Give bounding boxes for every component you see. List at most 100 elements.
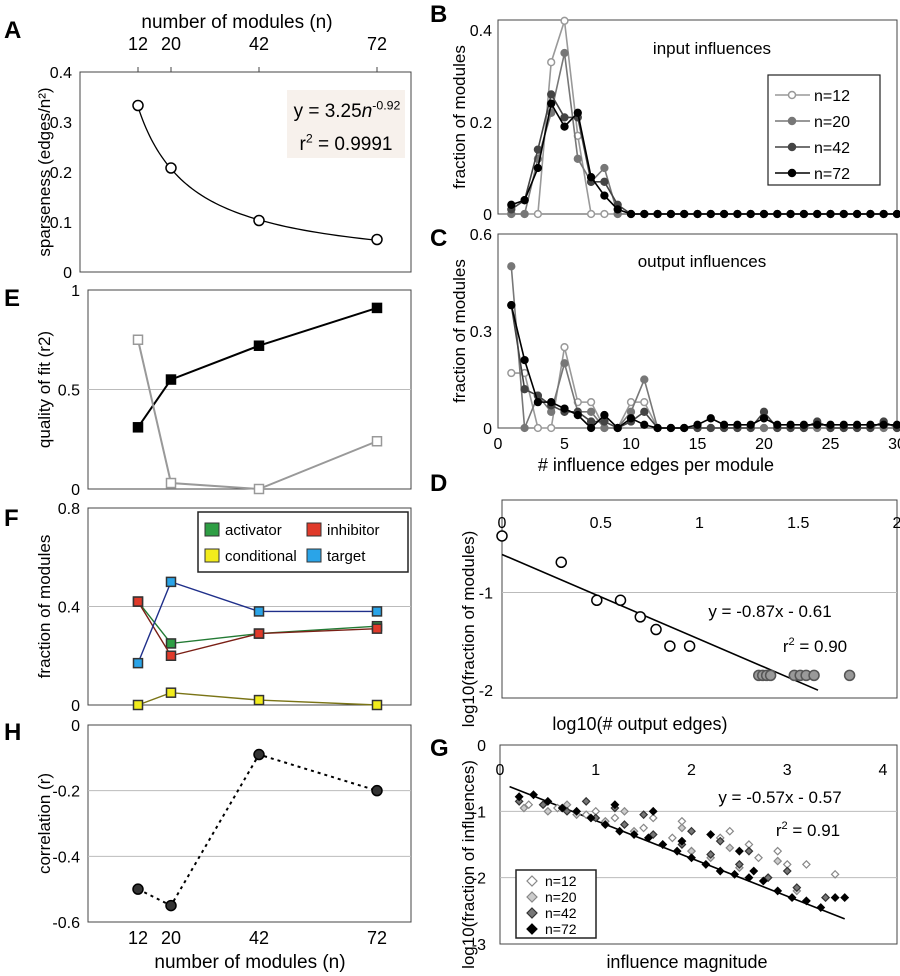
panel-g-point [758, 876, 768, 886]
panel-g-ytick: 0 [477, 738, 486, 755]
panel-f-legend [197, 511, 409, 573]
panel-f-point [132, 657, 144, 669]
panel-g-point [639, 810, 649, 820]
panel-b-point [600, 209, 609, 219]
panel-h-ytick: 0 [71, 718, 80, 735]
panel-letter-f: F [4, 505, 19, 532]
panel-f-point [165, 576, 177, 588]
panel-c-ytick: 0 [483, 421, 492, 438]
panel-c-series-line [510, 266, 897, 429]
panel-d-point-open [496, 530, 508, 542]
panel-a-point [371, 233, 383, 246]
panel-a-annotation-box [287, 90, 405, 158]
panel-g-point [557, 803, 567, 813]
panel-h-point [371, 784, 383, 797]
panel-f-legend-swatch [204, 548, 220, 563]
panel-g-point [643, 833, 653, 843]
panel-g-point [543, 796, 553, 806]
panel-d-ytick: -2 [479, 683, 493, 700]
panel-g-legend-label: n=20 [545, 889, 577, 905]
panel-b-point [573, 108, 582, 117]
panel-g-point [830, 869, 840, 879]
panel-h-xtick: 20 [161, 928, 181, 948]
panel-b-point [533, 145, 543, 154]
panel-b-legend-marker [787, 142, 797, 152]
panel-g-point [801, 859, 811, 869]
panel-g-point [787, 893, 797, 903]
panel-e-ylabel: quality of fit (r2) [35, 331, 54, 448]
panel-g-point [734, 859, 744, 869]
panel-g-equation: y = -0.57x - 0.57 [718, 788, 841, 807]
panel-g-xtick: 3 [783, 762, 792, 779]
panel-h-ytick: -0.6 [52, 915, 80, 932]
panel-d-point-open [614, 594, 627, 607]
panel-e-series-line [137, 306, 378, 428]
panel-c-point [706, 423, 715, 433]
panel-g-ytick: -1 [472, 804, 486, 821]
panel-b-point [560, 122, 569, 131]
panel-d-xtick: 1.5 [787, 515, 809, 532]
panel-c-point [626, 414, 636, 423]
panel-f-point [371, 699, 383, 711]
panel-g-point [581, 796, 591, 806]
panel-d-fit-line [501, 553, 819, 691]
panel-g-xlabel: influence magnitude [606, 952, 767, 972]
panel-g-xtick: 2 [687, 762, 696, 779]
panel-c-point [773, 420, 782, 429]
panel-f-series-line [137, 601, 378, 657]
panel-c-point [640, 375, 649, 384]
panel-f-legend-swatch [204, 522, 220, 537]
panel-b-point [813, 209, 822, 219]
panel-letter-c: C [430, 225, 447, 252]
panel-b-point [852, 209, 862, 219]
panel-b-point [520, 209, 529, 219]
panel-b-point [746, 209, 755, 219]
panel-b-point [892, 209, 900, 219]
panel-f-series-line [137, 691, 378, 706]
panel-g-point [648, 813, 658, 823]
panel-g-point [629, 830, 639, 839]
panel-d-point-filled [808, 669, 820, 682]
panel-h-xtick: 72 [367, 928, 387, 948]
panel-c-point [719, 420, 729, 429]
panel-g-point [648, 806, 658, 816]
panel-g-point [763, 873, 773, 883]
panel-c-ylabel: fraction of modules [450, 259, 469, 403]
panel-c-point [786, 420, 795, 429]
panel-g-point [687, 826, 696, 836]
panel-f-legend-swatch [306, 548, 322, 563]
panel-c-xlabel: # influence edges per module [538, 455, 774, 475]
panel-h-point [253, 748, 265, 761]
panel-c-xtick: 0 [494, 436, 503, 453]
panel-c-point [693, 420, 702, 429]
panel-g-point [801, 896, 811, 906]
panel-a-ytick: 0.1 [50, 215, 72, 232]
panel-g-point [792, 883, 802, 893]
panel-b-point [560, 113, 569, 122]
panel-f-ytick: 0.4 [58, 600, 80, 617]
panel-g-point [749, 866, 759, 876]
bottom-axis-title: number of modules (n) [154, 952, 345, 973]
panel-d-xtick: 2 [893, 515, 900, 532]
panel-b-point [866, 209, 875, 219]
panel-b-legend-marker [787, 168, 797, 178]
panel-e-ytick: 0 [71, 482, 80, 499]
panel-d-xtick: 0.5 [590, 515, 612, 532]
panel-c-point [653, 423, 662, 433]
panel-g-point [610, 813, 620, 823]
panel-b-point [547, 90, 556, 99]
panel-letter-g: G [430, 735, 449, 762]
panel-c-point [759, 423, 769, 433]
panel-b-legend-label: n=42 [814, 140, 850, 157]
panel-g-point [754, 853, 763, 863]
panel-g-xtick: 4 [879, 762, 888, 779]
panel-h-xtick: 12 [128, 928, 148, 948]
panel-d-ylabel: log10(fraction of modules) [459, 531, 478, 728]
panel-g-point [672, 846, 682, 856]
panel-a-top-ticklabel: 12 [128, 34, 148, 54]
panel-c-point [746, 420, 755, 429]
panel-g-point [615, 826, 625, 836]
panel-g-point [620, 820, 629, 830]
panel-b-point [680, 209, 689, 219]
